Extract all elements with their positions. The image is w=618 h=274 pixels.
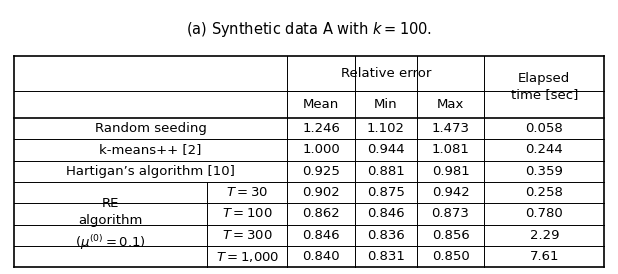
- Text: (a) Synthetic data A with $k = 100$.: (a) Synthetic data A with $k = 100$.: [186, 20, 432, 39]
- Text: Mean: Mean: [303, 98, 339, 111]
- Text: 2.29: 2.29: [530, 229, 559, 242]
- Text: Relative error: Relative error: [341, 67, 431, 80]
- Text: Hartigan’s algorithm [10]: Hartigan’s algorithm [10]: [66, 165, 235, 178]
- Text: $T = 100$: $T = 100$: [222, 207, 273, 220]
- Text: Max: Max: [437, 98, 464, 111]
- Text: 0.862: 0.862: [302, 207, 340, 220]
- Text: RE
algorithm
($\mu^{(0)} = 0.1$): RE algorithm ($\mu^{(0)} = 0.1$): [75, 197, 146, 252]
- Text: 0.058: 0.058: [525, 122, 563, 135]
- Text: 0.846: 0.846: [367, 207, 405, 220]
- Text: $T = 1{,}000$: $T = 1{,}000$: [216, 250, 279, 264]
- Text: 0.944: 0.944: [367, 144, 405, 156]
- Text: Elapsed
time [sec]: Elapsed time [sec]: [510, 72, 578, 101]
- Text: 0.902: 0.902: [302, 186, 340, 199]
- Text: 1.246: 1.246: [302, 122, 341, 135]
- Text: 0.881: 0.881: [367, 165, 405, 178]
- Text: 0.873: 0.873: [431, 207, 470, 220]
- Text: 1.102: 1.102: [367, 122, 405, 135]
- Text: 0.831: 0.831: [367, 250, 405, 263]
- Text: 0.856: 0.856: [431, 229, 470, 242]
- Text: 1.473: 1.473: [431, 122, 470, 135]
- Text: k-means++ [2]: k-means++ [2]: [99, 144, 201, 156]
- Text: 0.840: 0.840: [302, 250, 340, 263]
- Text: $T = 30$: $T = 30$: [226, 186, 269, 199]
- Text: 1.000: 1.000: [302, 144, 340, 156]
- Text: 1.081: 1.081: [431, 144, 470, 156]
- Text: 7.61: 7.61: [530, 250, 559, 263]
- Text: Min: Min: [374, 98, 398, 111]
- Text: 0.359: 0.359: [525, 165, 563, 178]
- Text: 0.850: 0.850: [431, 250, 470, 263]
- Text: 0.925: 0.925: [302, 165, 341, 178]
- Text: 0.780: 0.780: [525, 207, 563, 220]
- Text: 0.244: 0.244: [525, 144, 563, 156]
- Text: 0.836: 0.836: [367, 229, 405, 242]
- Text: 0.258: 0.258: [525, 186, 563, 199]
- Text: $T = 300$: $T = 300$: [222, 229, 273, 242]
- Text: 0.846: 0.846: [302, 229, 340, 242]
- Text: 0.875: 0.875: [367, 186, 405, 199]
- Text: Random seeding: Random seeding: [95, 122, 206, 135]
- Text: 0.981: 0.981: [431, 165, 470, 178]
- Text: 0.942: 0.942: [431, 186, 470, 199]
